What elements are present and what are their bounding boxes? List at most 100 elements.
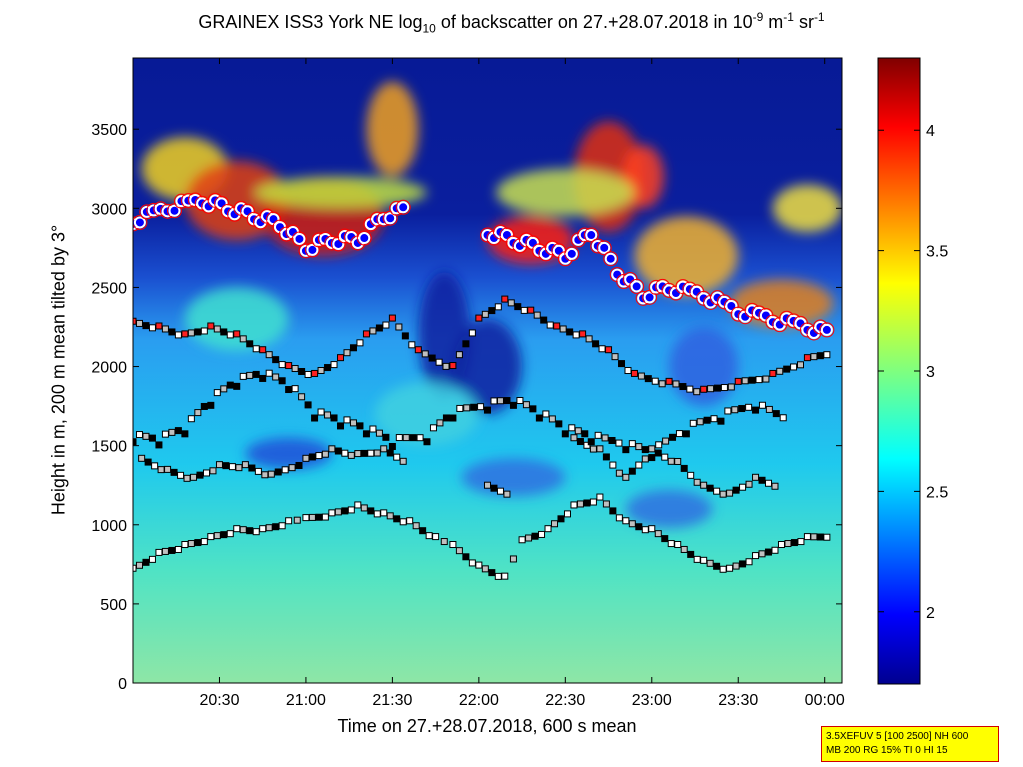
layer-marker (755, 376, 763, 384)
layer-marker (362, 430, 370, 438)
layer-marker (548, 415, 556, 423)
layer-marker (252, 370, 260, 378)
layer-marker (220, 385, 228, 393)
layer-marker (302, 514, 310, 522)
layer-marker (304, 401, 312, 409)
layer-marker (732, 562, 740, 570)
y-tick-label: 500 (100, 597, 127, 614)
backscatter-blob (366, 81, 419, 177)
layer-marker (174, 331, 182, 339)
layer-marker (470, 403, 478, 411)
layer-marker (155, 548, 163, 556)
layer-marker (797, 538, 805, 546)
layer-marker (194, 409, 202, 417)
plot-frame (132, 57, 843, 684)
layer-marker (272, 373, 280, 381)
layer-marker (248, 464, 256, 472)
layer-marker (267, 470, 275, 478)
layer-marker (693, 478, 701, 486)
layer-marker (324, 411, 332, 419)
layer-marker (637, 372, 645, 380)
layer-marker (133, 438, 137, 446)
layer-marker (399, 518, 407, 526)
layer-marker (144, 458, 152, 466)
layer-marker (581, 430, 589, 438)
layer-marker (360, 504, 368, 512)
backscatter-blob (375, 382, 479, 446)
layer-marker (278, 361, 286, 369)
layer-marker (367, 507, 375, 515)
layer-marker (293, 516, 301, 524)
layer-marker (719, 490, 727, 498)
layer-marker (679, 383, 687, 391)
layer-marker (762, 375, 770, 383)
layer-marker (386, 449, 394, 457)
layer-marker (651, 377, 659, 385)
layer-marker (739, 483, 747, 491)
layer-marker (317, 367, 325, 374)
layer-marker (693, 555, 701, 563)
layer-marker (304, 370, 312, 378)
layer-marker (585, 335, 593, 343)
cloud-base-ring (356, 230, 372, 246)
cloud-base-ring (819, 322, 835, 338)
layer-marker (436, 419, 444, 427)
layer-marker (233, 525, 241, 533)
layer-marker (278, 377, 286, 385)
layer-marker (324, 364, 332, 372)
layer-marker (432, 533, 440, 541)
layer-marker (655, 441, 663, 449)
layer-marker (583, 499, 591, 507)
backscatter-blob (254, 176, 427, 209)
layer-marker (220, 328, 228, 336)
layer-marker (308, 453, 316, 461)
layer-marker (608, 436, 616, 444)
layer-marker (490, 397, 498, 405)
layer-marker (288, 464, 296, 472)
layer-marker (382, 321, 390, 329)
layer-marker (726, 489, 734, 497)
layer-marker (568, 424, 576, 432)
layer-marker (399, 457, 407, 465)
y-tick-label: 1000 (91, 518, 127, 535)
layer-marker (732, 486, 740, 494)
layer-marker (343, 416, 351, 424)
layer-marker (321, 513, 329, 521)
layer-marker (168, 328, 176, 336)
layer-marker (315, 513, 323, 521)
layer-marker (682, 430, 690, 438)
layer-marker (226, 331, 234, 339)
layer-marker (187, 540, 195, 548)
layer-marker (551, 520, 559, 528)
layer-marker (164, 465, 172, 473)
layer-marker (272, 523, 280, 531)
layer-marker (239, 372, 247, 380)
layer-marker (395, 434, 403, 442)
layer-marker (315, 452, 323, 460)
layer-marker (674, 541, 682, 549)
layer-marker (449, 414, 457, 422)
layer-marker (265, 524, 273, 532)
layer-marker (598, 345, 606, 353)
layer-marker (703, 416, 711, 424)
cloud-base-marker (306, 243, 319, 256)
backscatter-blob (245, 437, 332, 470)
layer-marker (356, 422, 364, 430)
layer-marker (758, 550, 766, 558)
layer-marker (710, 415, 718, 423)
layer-marker (615, 469, 623, 477)
layer-marker (535, 414, 543, 422)
layer-marker (259, 525, 267, 533)
cloud-base-marker (168, 204, 181, 217)
colorbar-tick-label: 2.5 (926, 484, 948, 501)
x-axis-label: Time on 27.+28.07.2018, 600 s mean (337, 716, 637, 736)
layer-marker (570, 501, 578, 509)
cloud-base-marker (585, 229, 598, 242)
layer-marker (142, 322, 150, 330)
layer-marker (456, 404, 464, 412)
x-tick-label: 21:00 (286, 692, 326, 709)
layer-marker (455, 351, 463, 359)
backscatter-blob (418, 271, 471, 399)
layer-marker (654, 449, 662, 457)
layer-marker (520, 306, 528, 314)
